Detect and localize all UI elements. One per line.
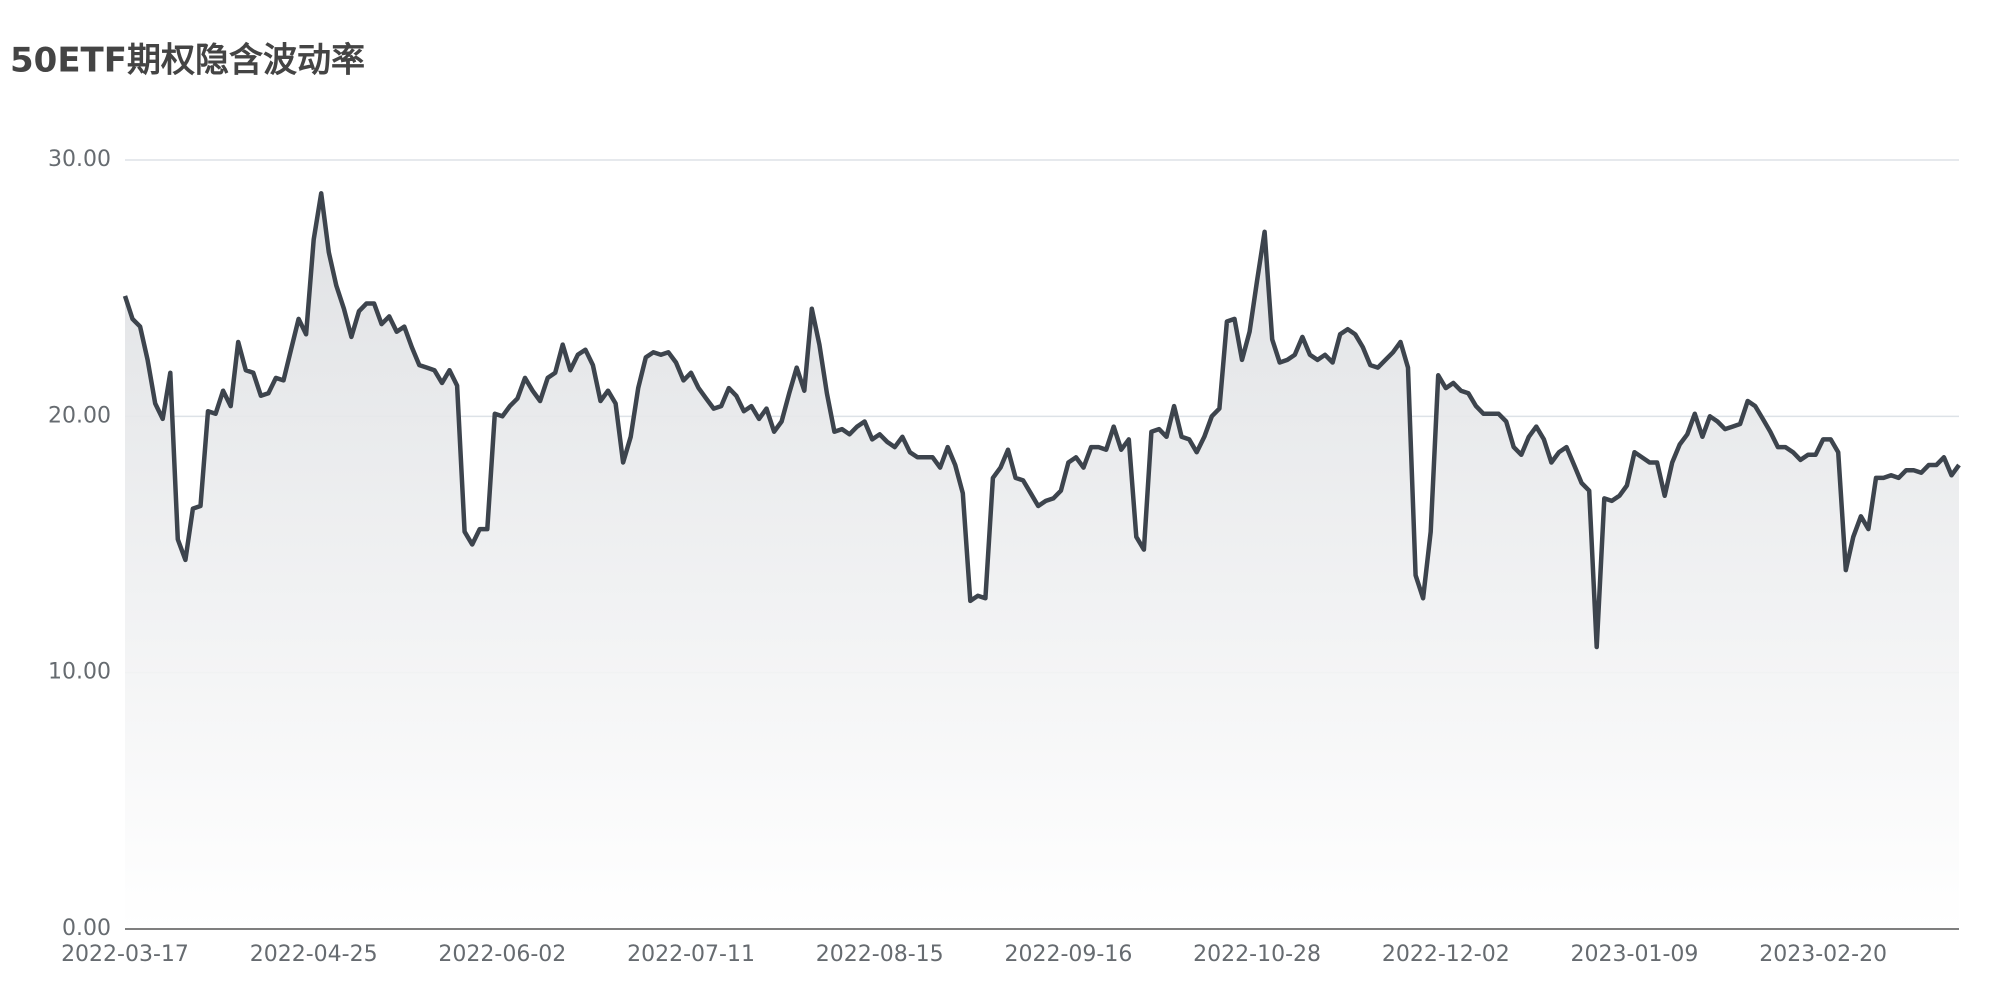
y-tick-label: 10.00 [48, 660, 111, 685]
x-tick-label: 2022-08-15 [816, 942, 944, 967]
area [125, 193, 1959, 930]
y-tick-label: 20.00 [48, 403, 111, 428]
x-tick-label: 2022-04-25 [250, 942, 378, 967]
x-tick-label: 2022-10-28 [1193, 942, 1321, 967]
y-tick-label: 30.00 [48, 147, 111, 172]
line [122, 191, 1961, 650]
y-tick-label: 0.00 [62, 916, 111, 941]
x-tick-label: 2022-06-02 [438, 942, 566, 967]
x-tick-label: 2023-01-09 [1571, 942, 1699, 967]
x-tick-label: 2022-12-02 [1382, 942, 1510, 967]
x-tick-label: 2022-09-16 [1004, 942, 1132, 967]
x-tick-label: 2022-07-11 [627, 942, 755, 967]
x-tick-label: 2022-03-17 [61, 942, 189, 967]
x-tick-label: 2023-02-20 [1759, 942, 1887, 967]
chart-title: 50ETF期权隐含波动率 [10, 41, 365, 81]
